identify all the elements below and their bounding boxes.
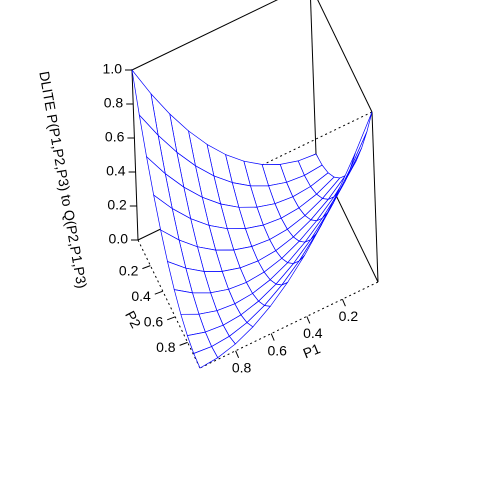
surface-facet <box>193 346 219 369</box>
x-tick <box>341 299 346 307</box>
y-tick-label: 0.4 <box>131 288 151 304</box>
z-tick-label: 0.8 <box>104 95 124 111</box>
z-tick-label: 0.6 <box>105 129 125 145</box>
z-tick-label: 1.0 <box>103 61 123 77</box>
z-axis-title: DLITE P(P1,P2,P3) to Q(P2,P1,P3) <box>36 70 90 290</box>
x-tick-label: 0.4 <box>303 325 323 341</box>
x-tick <box>235 350 240 358</box>
y-tick-label: 0.6 <box>144 314 164 330</box>
x-tick <box>306 316 311 324</box>
y-tick-label: 0.8 <box>156 339 176 355</box>
y-axis-title: P2 <box>122 308 144 331</box>
x-tick-label: 0.6 <box>267 342 287 358</box>
box-edge <box>131 0 279 71</box>
z-tick-label: 0.4 <box>106 163 126 179</box>
box-edge <box>317 0 373 113</box>
z-tick-label: 0.0 <box>109 231 129 247</box>
z-tick-label: 0.2 <box>107 197 127 213</box>
box-edge <box>131 69 139 241</box>
y-tick <box>167 316 176 321</box>
y-tick <box>154 290 163 295</box>
x-axis-title: P1 <box>301 340 323 361</box>
y-tick <box>179 341 188 346</box>
x-tick <box>270 333 275 341</box>
box-edge <box>310 0 317 155</box>
box-edge <box>371 111 379 283</box>
y-tick <box>142 265 151 270</box>
y-tick-label: 0.2 <box>119 262 139 278</box>
x-tick-label: 0.2 <box>339 308 359 324</box>
box-edge <box>137 239 201 369</box>
x-tick-label: 0.8 <box>232 360 252 376</box>
